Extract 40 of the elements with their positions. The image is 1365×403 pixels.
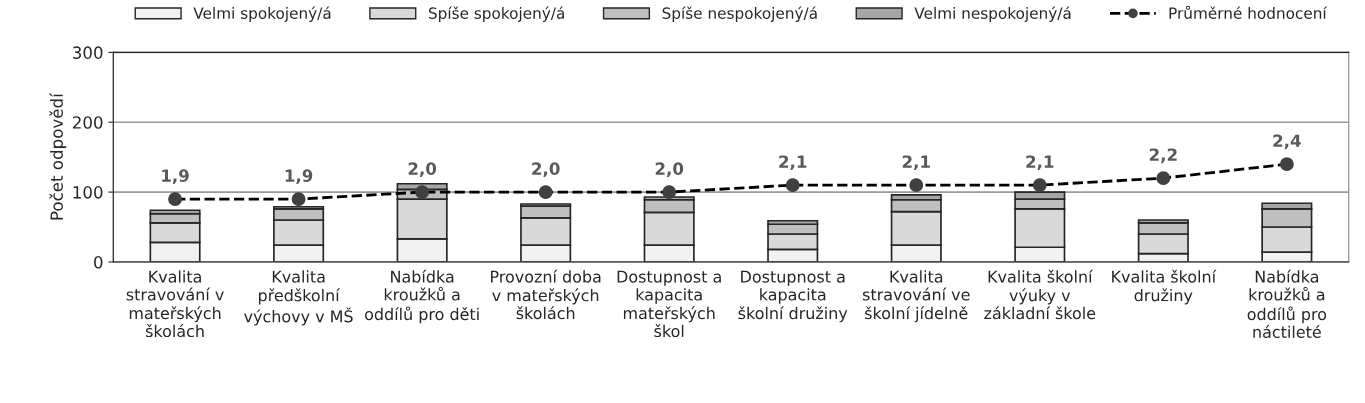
point [538,185,553,200]
data-label: 2,0 [532,162,560,178]
point [909,178,924,193]
point [291,192,306,207]
y-axis-title: Počet odpovědí [49,92,67,220]
point [785,178,800,193]
x-tick-label: Dostupnost a kapacita školní družiny [738,270,848,323]
data-label: 2,1 [779,155,807,171]
x-tick-label: Kvalita předškolní výchovy v MŠ [244,270,353,326]
point [415,185,430,200]
y-tick-label: 300 [73,46,103,59]
point [1279,157,1294,172]
legend-label: Průměrné hodnocení [1169,5,1328,19]
legend-label: Spíše spokojený/á [428,6,564,22]
x-tick-label: Nabídka kroužků a oddílů pro děti [365,269,479,324]
x-tick-label: Kvalita stravování v mateřských školách [126,270,224,338]
point [1156,171,1171,186]
data-label: 1,9 [285,169,313,185]
x-tick-label: Kvalita školní výuky v základní škole [984,269,1096,320]
legend-label: Spíše nespokojený/á [662,6,817,22]
point [1032,178,1047,193]
x-tick-label: Provozní doba v mateřských školách [491,269,601,320]
y-tick-label: 0 [94,255,103,269]
data-label: 2,1 [902,155,930,171]
legend-label: Velmi spokojený/á [193,6,331,22]
data-label: 1,9 [162,169,189,185]
x-tick-label: Dostupnost a kapacita mateřských škol [617,270,721,338]
legend-label: Velmi nespokojený/á [914,6,1071,22]
y-tick-label: 100 [73,186,103,199]
data-label: 2,0 [408,162,437,178]
data-label: 2,2 [1149,148,1177,164]
point [168,192,183,207]
y-tick-label: 200 [72,116,103,129]
x-tick-label: Nabídka kroužků a oddílů pro náctileté [1247,269,1327,339]
x-tick-label: Kvalita školní družiny [1112,269,1217,305]
x-tick-label: Kvalita stravování ve školní jídelně [862,270,970,323]
data-label: 2,4 [1273,134,1301,150]
data-label: 2,0 [655,162,684,178]
point [662,185,677,200]
data-label: 2,1 [1026,155,1054,171]
